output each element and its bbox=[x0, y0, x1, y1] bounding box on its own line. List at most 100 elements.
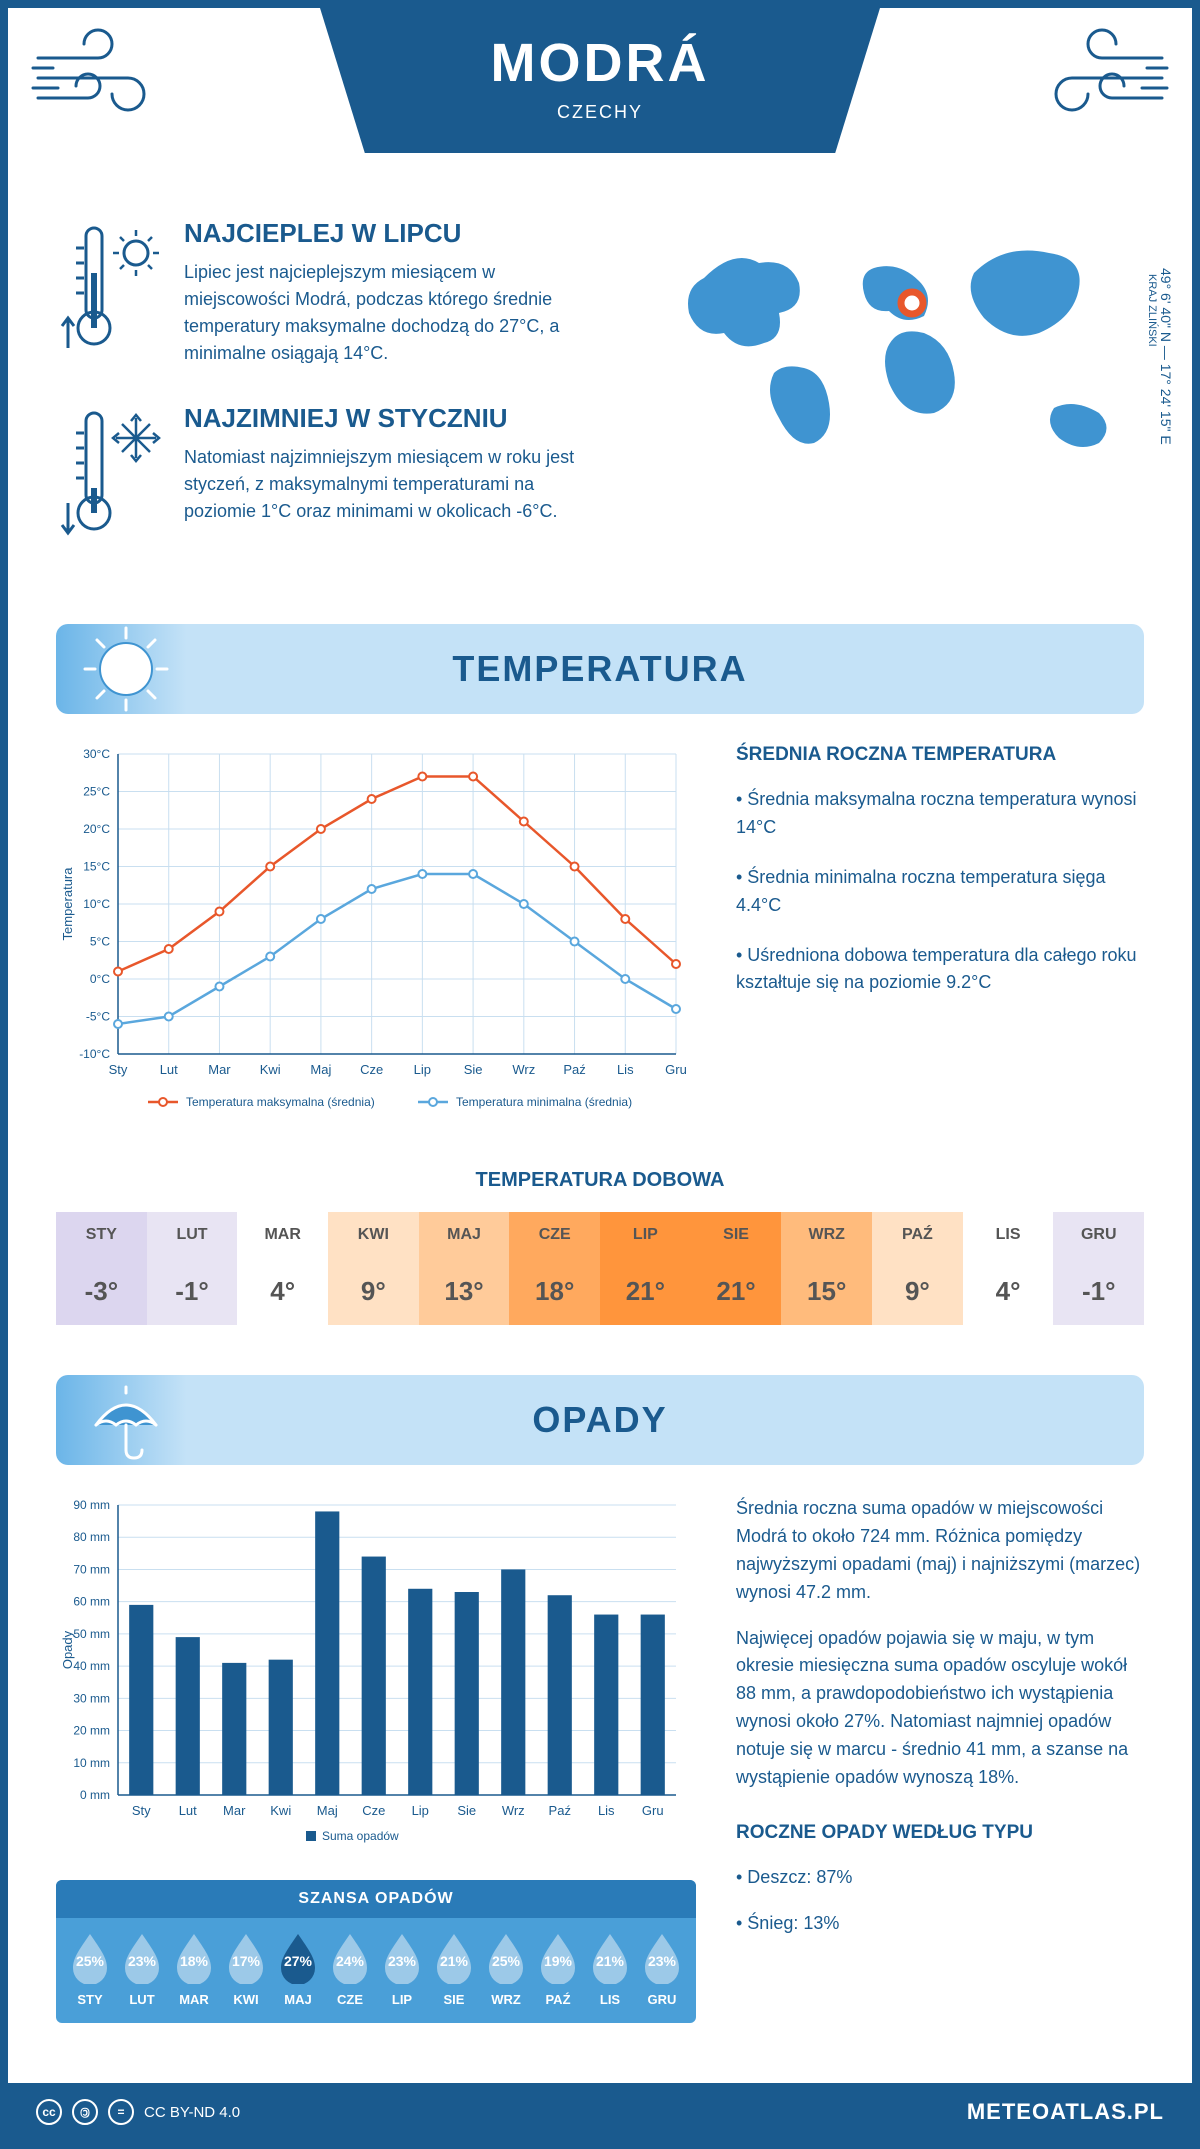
svg-text:Temperatura minimalna (średnia: Temperatura minimalna (średnia) bbox=[456, 1095, 632, 1109]
daily-temp-title: TEMPERATURA DOBOWA bbox=[56, 1169, 1144, 1192]
svg-text:Sty: Sty bbox=[109, 1062, 128, 1077]
svg-text:25°C: 25°C bbox=[83, 785, 110, 799]
svg-text:0 mm: 0 mm bbox=[80, 1788, 110, 1802]
svg-text:Mar: Mar bbox=[208, 1062, 231, 1077]
svg-text:5°C: 5°C bbox=[90, 935, 110, 949]
chance-item: 27%MAJ bbox=[272, 1930, 324, 2007]
svg-text:Paź: Paź bbox=[549, 1803, 571, 1818]
svg-text:10 mm: 10 mm bbox=[73, 1756, 110, 1770]
svg-text:90 mm: 90 mm bbox=[73, 1498, 110, 1512]
svg-text:Cze: Cze bbox=[362, 1803, 385, 1818]
daily-cell: KWI9° bbox=[328, 1212, 419, 1325]
svg-text:Wrz: Wrz bbox=[502, 1803, 525, 1818]
intro-row: NAJCIEPLEJ W LIPCU Lipiec jest najcieple… bbox=[56, 218, 1144, 584]
coldest-block: NAJZIMNIEJ W STYCZNIU Natomiast najzimni… bbox=[56, 403, 604, 548]
sun-icon bbox=[56, 624, 196, 714]
brand-text: METEOATLAS.PL bbox=[967, 2099, 1164, 2125]
svg-text:Temperatura maksymalna (średni: Temperatura maksymalna (średnia) bbox=[186, 1095, 375, 1109]
by-icon: 🄯 bbox=[72, 2099, 98, 2125]
daily-cell: LIS4° bbox=[963, 1212, 1054, 1325]
daily-cell: MAR4° bbox=[237, 1212, 328, 1325]
hottest-block: NAJCIEPLEJ W LIPCU Lipiec jest najcieple… bbox=[56, 218, 604, 367]
svg-text:40 mm: 40 mm bbox=[73, 1659, 110, 1673]
svg-text:Sie: Sie bbox=[457, 1803, 476, 1818]
svg-text:30 mm: 30 mm bbox=[73, 1691, 110, 1705]
daily-cell: WRZ15° bbox=[781, 1212, 872, 1325]
umbrella-icon bbox=[56, 1375, 196, 1465]
nd-icon: = bbox=[108, 2099, 134, 2125]
city-title: MODRÁ bbox=[340, 32, 860, 94]
hottest-text: Lipiec jest najcieplejszym miesiącem w m… bbox=[184, 259, 604, 367]
svg-text:80 mm: 80 mm bbox=[73, 1530, 110, 1544]
section-opady-header: OPADY bbox=[56, 1375, 1144, 1465]
precipitation-summary: Średnia roczna suma opadów w miejscowośc… bbox=[736, 1495, 1144, 2023]
chance-item: 23%LIP bbox=[376, 1930, 428, 2007]
svg-text:0°C: 0°C bbox=[90, 972, 110, 986]
svg-text:Maj: Maj bbox=[310, 1062, 331, 1077]
section-opady-title: OPADY bbox=[196, 1399, 1004, 1441]
svg-text:20°C: 20°C bbox=[83, 822, 110, 836]
svg-text:30°C: 30°C bbox=[83, 747, 110, 761]
chance-item: 17%KWI bbox=[220, 1930, 272, 2007]
svg-text:Kwi: Kwi bbox=[260, 1062, 281, 1077]
page-footer: cc 🄯 = CC BY-ND 4.0 METEOATLAS.PL bbox=[8, 2083, 1192, 2141]
temperature-summary: ŚREDNIA ROCZNA TEMPERATURA • Średnia mak… bbox=[736, 744, 1144, 1129]
daily-cell: SIE21° bbox=[691, 1212, 782, 1325]
coldest-title: NAJZIMNIEJ W STYCZNIU bbox=[184, 403, 604, 434]
svg-text:Sty: Sty bbox=[132, 1803, 151, 1818]
world-map-block: 49° 6' 40" N — 17° 24' 15" E KRAJ ZLIŃSK… bbox=[644, 218, 1144, 584]
daily-cell: MAJ13° bbox=[419, 1212, 510, 1325]
daily-temp-grid: STY-3°LUT-1°MAR4°KWI9°MAJ13°CZE18°LIP21°… bbox=[56, 1212, 1144, 1325]
svg-text:Kwi: Kwi bbox=[270, 1803, 291, 1818]
svg-text:Suma opadów: Suma opadów bbox=[322, 1829, 399, 1843]
svg-text:-5°C: -5°C bbox=[86, 1010, 110, 1024]
daily-cell: CZE18° bbox=[509, 1212, 600, 1325]
chance-item: 23%LUT bbox=[116, 1930, 168, 2007]
svg-text:Maj: Maj bbox=[317, 1803, 338, 1818]
chance-item: 23%GRU bbox=[636, 1930, 688, 2007]
hottest-title: NAJCIEPLEJ W LIPCU bbox=[184, 218, 604, 249]
svg-text:Wrz: Wrz bbox=[512, 1062, 535, 1077]
temperature-line-chart: -10°C-5°C0°C5°C10°C15°C20°C25°C30°CStyLu… bbox=[56, 744, 696, 1129]
daily-cell: LUT-1° bbox=[147, 1212, 238, 1325]
svg-text:-10°C: -10°C bbox=[79, 1047, 110, 1061]
svg-text:Cze: Cze bbox=[360, 1062, 383, 1077]
svg-text:Lis: Lis bbox=[617, 1062, 634, 1077]
coordinates: 49° 6' 40" N — 17° 24' 15" E KRAJ ZLIŃSK… bbox=[1146, 268, 1174, 445]
svg-text:Lip: Lip bbox=[414, 1062, 431, 1077]
section-temperatura-title: TEMPERATURA bbox=[196, 648, 1004, 690]
svg-text:20 mm: 20 mm bbox=[73, 1724, 110, 1738]
svg-text:Sie: Sie bbox=[464, 1062, 483, 1077]
country-subtitle: CZECHY bbox=[340, 102, 860, 123]
svg-text:Opady: Opady bbox=[60, 1630, 75, 1669]
daily-cell: GRU-1° bbox=[1053, 1212, 1144, 1325]
page-header: MODRÁ CZECHY bbox=[8, 8, 1192, 198]
wind-deco-right-icon bbox=[1022, 28, 1172, 123]
title-banner: MODRÁ CZECHY bbox=[320, 8, 880, 153]
cc-icon: cc bbox=[36, 2099, 62, 2125]
svg-text:Lis: Lis bbox=[598, 1803, 615, 1818]
thermometer-cold-icon bbox=[56, 403, 166, 548]
svg-text:Lip: Lip bbox=[412, 1803, 429, 1818]
svg-text:Gru: Gru bbox=[665, 1062, 687, 1077]
chance-item: 18%MAR bbox=[168, 1930, 220, 2007]
svg-text:Gru: Gru bbox=[642, 1803, 664, 1818]
world-map-icon bbox=[644, 218, 1144, 498]
chance-item: 21%SIE bbox=[428, 1930, 480, 2007]
chance-item: 25%WRZ bbox=[480, 1930, 532, 2007]
thermometer-hot-icon bbox=[56, 218, 166, 367]
daily-cell: LIP21° bbox=[600, 1212, 691, 1325]
license-text: CC BY-ND 4.0 bbox=[144, 2104, 240, 2121]
chance-item: 21%LIS bbox=[584, 1930, 636, 2007]
section-temperatura-header: TEMPERATURA bbox=[56, 624, 1144, 714]
svg-text:70 mm: 70 mm bbox=[73, 1562, 110, 1576]
precipitation-chance-box: SZANSA OPADÓW 25%STY23%LUT18%MAR17%KWI27… bbox=[56, 1880, 696, 2023]
precipitation-bar-chart: 0 mm10 mm20 mm30 mm40 mm50 mm60 mm70 mm8… bbox=[56, 1495, 696, 1855]
svg-text:Lut: Lut bbox=[160, 1062, 178, 1077]
daily-cell: STY-3° bbox=[56, 1212, 147, 1325]
coldest-text: Natomiast najzimniejszym miesiącem w rok… bbox=[184, 444, 604, 525]
svg-text:60 mm: 60 mm bbox=[73, 1595, 110, 1609]
chance-item: 25%STY bbox=[64, 1930, 116, 2007]
svg-text:Temperatura: Temperatura bbox=[60, 867, 75, 941]
wind-deco-left-icon bbox=[28, 28, 178, 123]
